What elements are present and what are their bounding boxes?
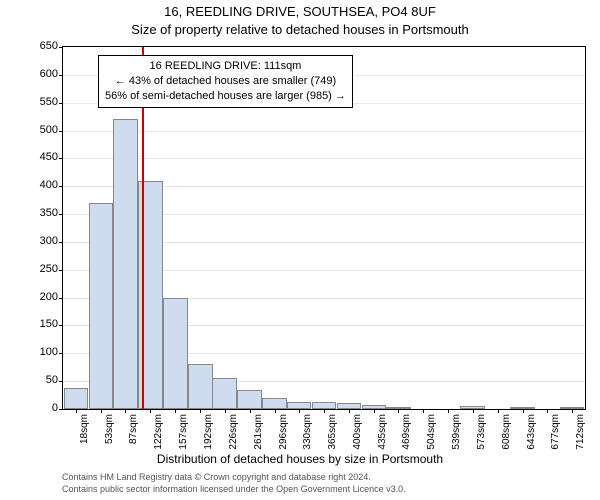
xtick-mark <box>76 409 77 413</box>
xtick-mark <box>572 409 573 413</box>
xtick-mark <box>101 409 102 413</box>
ytick-label: 550 <box>28 96 58 108</box>
ytick-mark <box>59 381 63 382</box>
ytick-mark <box>59 270 63 271</box>
xtick-label: 608sqm <box>501 414 512 454</box>
title-line2: Size of property relative to detached ho… <box>0 22 600 37</box>
histogram-bar <box>163 298 188 409</box>
ytick-mark <box>59 353 63 354</box>
ytick-mark <box>59 242 63 243</box>
xtick-label: 643sqm <box>526 414 537 454</box>
gridline <box>63 131 585 132</box>
ytick-label: 0 <box>28 402 58 414</box>
annotation-line2: ← 43% of detached houses are smaller (74… <box>105 74 346 89</box>
xtick-label: 296sqm <box>278 414 289 454</box>
ytick-mark <box>59 409 63 410</box>
xtick-label: 573sqm <box>476 414 487 454</box>
xtick-mark <box>473 409 474 413</box>
ytick-mark <box>59 298 63 299</box>
ytick-mark <box>59 103 63 104</box>
ytick-label: 200 <box>28 291 58 303</box>
xtick-label: 365sqm <box>327 414 338 454</box>
histogram-bar <box>89 203 114 409</box>
x-axis-label: Distribution of detached houses by size … <box>0 452 600 466</box>
histogram-bar <box>287 402 312 409</box>
xtick-label: 18sqm <box>79 414 90 454</box>
histogram-bar <box>64 388 89 409</box>
xtick-mark <box>398 409 399 413</box>
xtick-mark <box>349 409 350 413</box>
histogram-bar <box>237 390 262 409</box>
ytick-label: 500 <box>28 124 58 136</box>
xtick-label: 677sqm <box>550 414 561 454</box>
xtick-label: 53sqm <box>104 414 115 454</box>
chart-plot-area: 16 REEDLING DRIVE: 111sqm ← 43% of detac… <box>62 46 586 410</box>
xtick-label: 400sqm <box>352 414 363 454</box>
annotation-line1: 16 REEDLING DRIVE: 111sqm <box>105 59 346 74</box>
xtick-mark <box>225 409 226 413</box>
footer-line2: Contains public sector information licen… <box>62 484 406 496</box>
xtick-mark <box>374 409 375 413</box>
ytick-label: 50 <box>28 374 58 386</box>
xtick-mark <box>175 409 176 413</box>
xtick-label: 261sqm <box>253 414 264 454</box>
ytick-mark <box>59 158 63 159</box>
title-line1: 16, REEDLING DRIVE, SOUTHSEA, PO4 8UF <box>0 4 600 19</box>
xtick-mark <box>423 409 424 413</box>
ytick-label: 300 <box>28 235 58 247</box>
xtick-label: 504sqm <box>426 414 437 454</box>
histogram-bar <box>212 378 237 409</box>
xtick-mark <box>150 409 151 413</box>
xtick-mark <box>324 409 325 413</box>
histogram-bar <box>188 364 213 409</box>
ytick-label: 450 <box>28 151 58 163</box>
xtick-label: 469sqm <box>401 414 412 454</box>
xtick-label: 330sqm <box>302 414 313 454</box>
xtick-mark <box>299 409 300 413</box>
ytick-mark <box>59 325 63 326</box>
histogram-bar <box>113 119 138 409</box>
gridline <box>63 158 585 159</box>
xtick-mark <box>448 409 449 413</box>
ytick-label: 400 <box>28 179 58 191</box>
xtick-mark <box>523 409 524 413</box>
xtick-mark <box>250 409 251 413</box>
ytick-label: 600 <box>28 68 58 80</box>
xtick-label: 712sqm <box>575 414 586 454</box>
marker-annotation-box: 16 REEDLING DRIVE: 111sqm ← 43% of detac… <box>98 55 353 108</box>
xtick-label: 226sqm <box>228 414 239 454</box>
xtick-mark <box>275 409 276 413</box>
histogram-bar <box>312 402 337 409</box>
xtick-mark <box>498 409 499 413</box>
annotation-line3: 56% of semi-detached houses are larger (… <box>105 89 346 104</box>
ytick-mark <box>59 214 63 215</box>
footer-attribution: Contains HM Land Registry data © Crown c… <box>62 472 406 495</box>
xtick-mark <box>200 409 201 413</box>
ytick-mark <box>59 75 63 76</box>
footer-line1: Contains HM Land Registry data © Crown c… <box>62 472 406 484</box>
histogram-bar <box>262 398 287 409</box>
xtick-label: 192sqm <box>203 414 214 454</box>
ytick-label: 250 <box>28 263 58 275</box>
ytick-label: 100 <box>28 346 58 358</box>
xtick-label: 122sqm <box>153 414 164 454</box>
xtick-label: 87sqm <box>128 414 139 454</box>
ytick-label: 350 <box>28 207 58 219</box>
xtick-mark <box>547 409 548 413</box>
ytick-label: 650 <box>28 40 58 52</box>
xtick-label: 157sqm <box>178 414 189 454</box>
ytick-mark <box>59 47 63 48</box>
ytick-label: 150 <box>28 318 58 330</box>
ytick-mark <box>59 131 63 132</box>
ytick-mark <box>59 186 63 187</box>
xtick-label: 539sqm <box>451 414 462 454</box>
xtick-mark <box>125 409 126 413</box>
xtick-label: 435sqm <box>377 414 388 454</box>
